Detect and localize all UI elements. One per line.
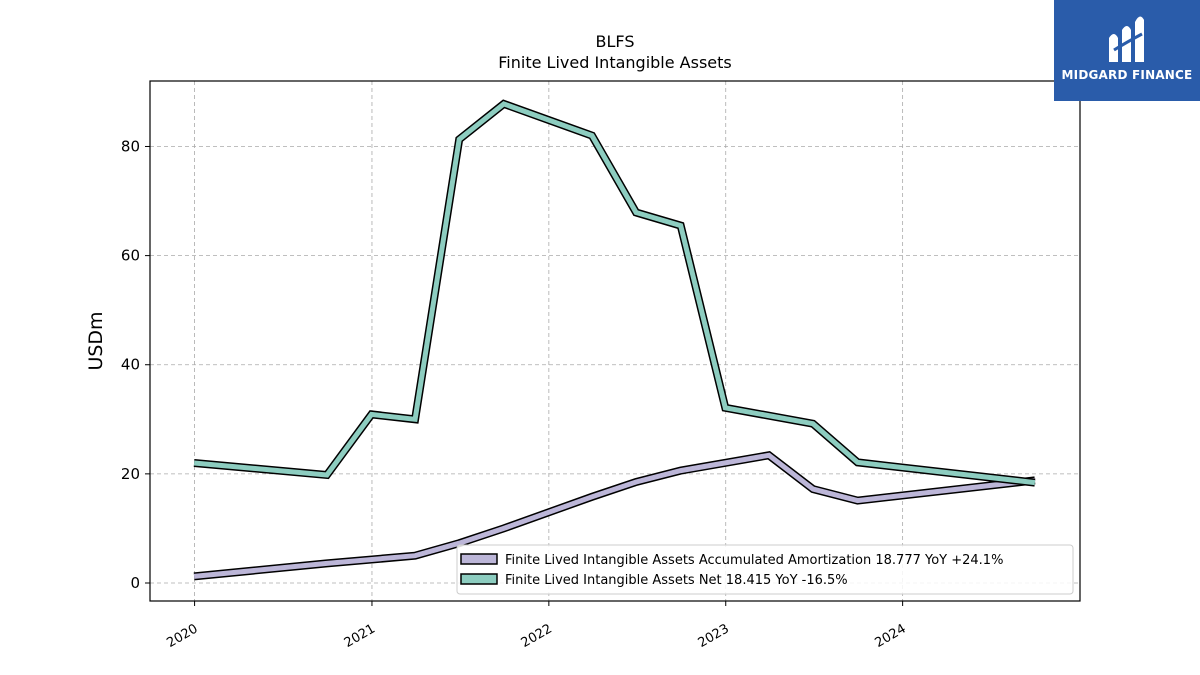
x-tick-label: 2020	[164, 621, 200, 651]
logo-mark-icon	[1054, 0, 1200, 101]
series-line	[193, 101, 1036, 486]
legend-swatch	[460, 553, 498, 565]
y-tick-label: 0	[130, 574, 140, 592]
y-axis: 0 20 40 60 80	[121, 137, 150, 592]
y-axis-label: USDm	[85, 311, 107, 370]
y-tick-label: 80	[121, 137, 140, 155]
y-tick-label: 40	[121, 356, 140, 374]
series-outline	[193, 99, 1036, 487]
x-axis: 2020 2021 2022 2023 2024	[164, 601, 909, 651]
x-tick-label: 2023	[696, 621, 732, 651]
grid-lines	[150, 81, 1080, 601]
legend-swatch	[460, 573, 498, 585]
x-tick-label: 2024	[872, 621, 908, 651]
y-tick-label: 60	[121, 247, 140, 265]
legend-label: Finite Lived Intangible Assets Net 18.41…	[505, 573, 848, 588]
legend-box	[456, 544, 1074, 595]
legend-label: Finite Lived Intangible Assets Accumulat…	[505, 553, 1003, 568]
legend: Finite Lived Intangible Assets Accumulat…	[456, 544, 1074, 595]
series-lines	[193, 99, 1036, 581]
chart-subtitle: Finite Lived Intangible Assets	[498, 53, 731, 72]
chart-title: BLFS	[596, 32, 635, 51]
plot-frame	[149, 80, 1081, 602]
x-tick-label: 2021	[342, 621, 378, 651]
y-tick-label: 20	[121, 465, 140, 483]
x-tick-label: 2022	[519, 621, 555, 651]
midgard-finance-logo: MIDGARD FINANCE	[1054, 0, 1200, 101]
series-line	[193, 452, 1036, 579]
logo-text: MIDGARD FINANCE	[1061, 68, 1193, 82]
